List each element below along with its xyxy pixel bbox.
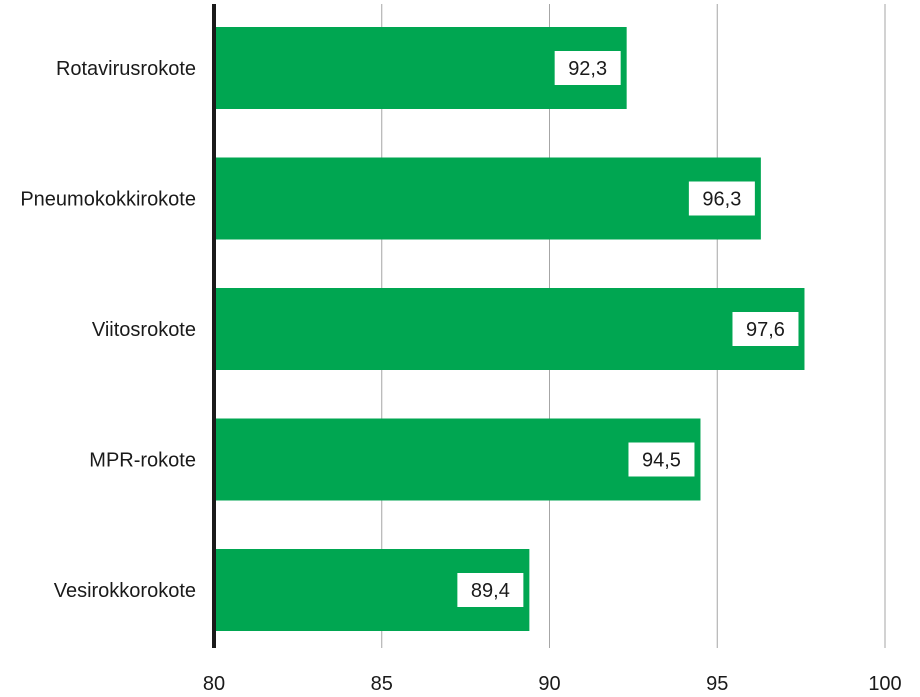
data-label: 94,5 [642,450,681,472]
bar-viitosrokote [214,288,805,370]
category-label: Pneumokokkirokote [20,189,196,211]
data-label: 92,3 [568,58,607,80]
bar-mpr-rokote [214,418,701,501]
x-tick-labels: 80 85 90 95 100 [203,673,902,695]
x-tick-label: 100 [868,673,901,695]
bars [214,27,805,631]
x-tick-label: 85 [371,673,393,695]
data-labels: 92,3 96,3 97,6 94,5 89,4 [457,51,799,607]
x-tick-label: 80 [203,673,225,695]
x-tick-label: 90 [538,673,560,695]
bar-pneumokokkirokote [214,157,761,240]
x-tick-label: 95 [706,673,728,695]
data-label: 89,4 [471,580,510,602]
data-label-box [688,181,755,216]
data-label: 97,6 [746,319,785,341]
data-label-box [628,442,695,477]
data-label: 96,3 [702,189,741,211]
category-label: Vesirokkorokote [54,580,196,602]
data-label-box [457,573,524,607]
data-label-box [554,51,621,85]
category-labels: Rotavirusrokote Pneumokokkirokote Viitosro… [20,58,196,602]
category-label: Viitosrokote [92,319,196,341]
category-label: Rotavirusrokote [56,58,196,80]
category-label: MPR-rokote [89,450,196,472]
data-label-box [732,312,799,346]
